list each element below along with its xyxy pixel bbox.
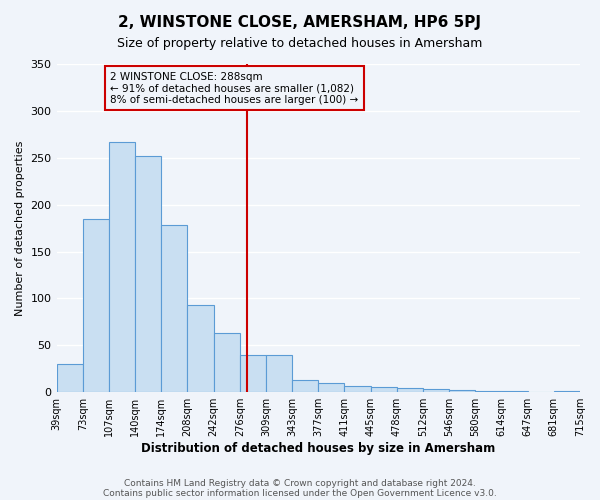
X-axis label: Distribution of detached houses by size in Amersham: Distribution of detached houses by size …: [141, 442, 496, 455]
Bar: [187, 305, 214, 392]
Text: Contains public sector information licensed under the Open Government Licence v3: Contains public sector information licen…: [103, 488, 497, 498]
Text: 2 WINSTONE CLOSE: 288sqm
← 91% of detached houses are smaller (1,082)
8% of semi: 2 WINSTONE CLOSE: 288sqm ← 91% of detach…: [110, 72, 358, 104]
Bar: [161, 226, 187, 392]
Bar: [371, 386, 397, 392]
Bar: [109, 142, 135, 392]
Bar: [318, 383, 344, 392]
Bar: [135, 156, 161, 392]
Bar: [449, 390, 475, 392]
Bar: [214, 333, 240, 392]
Y-axis label: Number of detached properties: Number of detached properties: [15, 140, 25, 316]
Bar: [83, 218, 109, 392]
Text: Contains HM Land Registry data © Crown copyright and database right 2024.: Contains HM Land Registry data © Crown c…: [124, 478, 476, 488]
Bar: [344, 386, 371, 392]
Text: 2, WINSTONE CLOSE, AMERSHAM, HP6 5PJ: 2, WINSTONE CLOSE, AMERSHAM, HP6 5PJ: [119, 15, 482, 30]
Text: Size of property relative to detached houses in Amersham: Size of property relative to detached ho…: [118, 38, 482, 51]
Bar: [292, 380, 318, 392]
Bar: [240, 354, 266, 392]
Bar: [423, 390, 449, 392]
Bar: [266, 354, 292, 392]
Bar: [397, 388, 423, 392]
Bar: [56, 364, 83, 392]
